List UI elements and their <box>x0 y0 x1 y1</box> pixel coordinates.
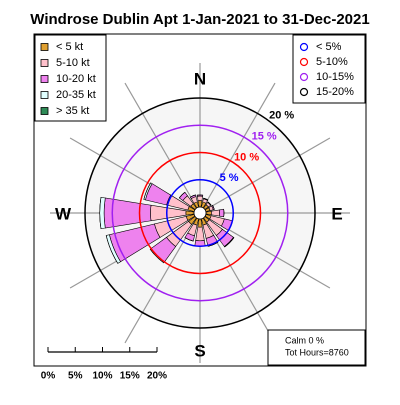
ring-label: 5 % <box>220 172 239 184</box>
legend-swatch <box>41 92 48 99</box>
calm-circle <box>194 207 206 219</box>
compass-label: N <box>194 69 206 88</box>
legend-label: 10-20 kt <box>56 73 96 85</box>
compass-label: S <box>194 341 205 360</box>
scale-tick-label: 15% <box>120 371 140 382</box>
scale-tick-label: 0% <box>41 371 56 382</box>
legend-label: > 35 kt <box>56 105 89 117</box>
scale-tick-label: 10% <box>92 371 112 382</box>
wedge-segment <box>197 196 202 201</box>
chart-title: Windrose Dublin Apt 1-Jan-2021 to 31-Dec… <box>30 11 369 28</box>
ring-legend-label: 5-10% <box>316 56 348 68</box>
ring-label: 10 % <box>234 151 259 163</box>
legend-swatch <box>41 44 48 51</box>
wedge-segment <box>219 209 224 217</box>
ring-legend-label: 15-20% <box>316 86 354 98</box>
wedge-segment <box>206 211 212 215</box>
scale-tick-label: 5% <box>68 371 83 382</box>
ring-legend-label: < 5% <box>316 41 342 53</box>
ring-label: 20 % <box>269 110 294 122</box>
compass-label: W <box>55 204 72 223</box>
calm-text: Calm 0 % <box>285 335 324 345</box>
legend-swatch <box>41 60 48 67</box>
ring-label: 15 % <box>252 130 277 142</box>
legend-label: 20-35 kt <box>56 89 96 101</box>
legend-swatch <box>41 76 48 83</box>
ring-legend-label: 10-15% <box>316 71 354 83</box>
legend-label: 5-10 kt <box>56 57 90 69</box>
total-text: Tot Hours=8760 <box>285 347 349 357</box>
legend-label: < 5 kt <box>56 41 83 53</box>
wedge-segment <box>211 210 219 216</box>
scale-tick-label: 20% <box>147 371 167 382</box>
compass-label: E <box>331 204 342 223</box>
legend-swatch <box>41 108 48 115</box>
